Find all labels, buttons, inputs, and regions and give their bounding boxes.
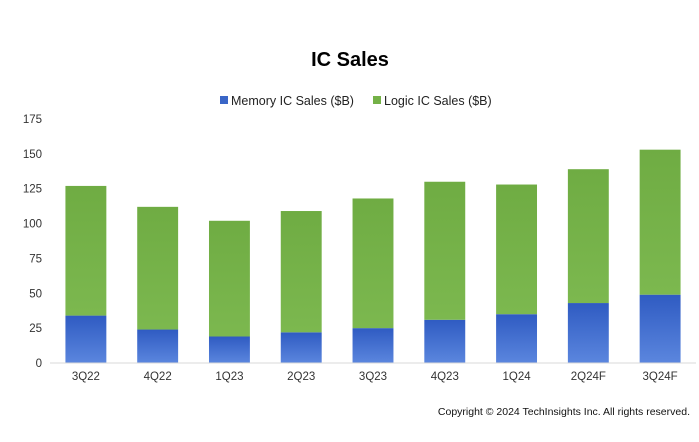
y-tick-label: 175 bbox=[23, 114, 42, 126]
bar-memory-3q23 bbox=[352, 328, 394, 363]
bar-logic-1q23 bbox=[208, 220, 250, 337]
bar-memory-1q23 bbox=[208, 336, 250, 363]
y-tick-label: 150 bbox=[23, 149, 42, 161]
x-axis: 3Q22 4Q22 1Q23 2Q23 3Q23 4Q23 1Q24 2Q24F 3Q24F bbox=[72, 371, 678, 383]
x-tick-label: 2Q24F bbox=[571, 371, 606, 383]
chart-title: IC Sales bbox=[311, 49, 389, 71]
bar-logic-4q23 bbox=[424, 181, 466, 320]
y-tick-label: 125 bbox=[23, 184, 42, 196]
bar-logic-1q24 bbox=[496, 184, 538, 315]
x-tick-label: 1Q24 bbox=[502, 371, 531, 383]
bar-memory-2q23 bbox=[280, 332, 322, 363]
y-tick-label: 50 bbox=[29, 288, 42, 300]
x-tick-label: 4Q23 bbox=[431, 371, 459, 383]
bar-logic-2q23 bbox=[280, 211, 322, 333]
bar-logic-2q24f bbox=[567, 169, 609, 304]
bar-memory-4q23 bbox=[424, 319, 466, 363]
legend-label-memory: Memory IC Sales ($B) bbox=[231, 94, 354, 108]
x-tick-label: 2Q23 bbox=[287, 371, 315, 383]
bar-memory-2q24f bbox=[567, 303, 609, 363]
legend: Memory IC Sales ($B) Logic IC Sales ($B) bbox=[220, 94, 492, 108]
bar-memory-3q24f bbox=[639, 294, 681, 363]
bar-logic-3q23 bbox=[352, 198, 394, 329]
x-tick-label: 1Q23 bbox=[215, 371, 243, 383]
x-tick-label: 3Q23 bbox=[359, 371, 387, 383]
bar-logic-3q22 bbox=[65, 185, 107, 316]
x-tick-label: 3Q24F bbox=[643, 371, 678, 383]
legend-swatch-memory bbox=[220, 96, 228, 104]
bar-memory-3q22 bbox=[65, 315, 107, 363]
copyright-text: Copyright © 2024 TechInsights Inc. All r… bbox=[438, 406, 690, 418]
bar-logic-3q24f bbox=[639, 149, 681, 295]
bar-logic-4q22 bbox=[137, 206, 179, 330]
x-tick-label: 3Q22 bbox=[72, 371, 100, 383]
y-tick-label: 100 bbox=[23, 219, 42, 231]
y-axis: 0 25 50 75 100 125 150 175 bbox=[23, 114, 42, 370]
legend-label-logic: Logic IC Sales ($B) bbox=[384, 94, 492, 108]
bar-memory-1q24 bbox=[496, 314, 538, 363]
x-tick-label: 4Q22 bbox=[144, 371, 172, 383]
y-tick-label: 0 bbox=[36, 358, 42, 370]
legend-swatch-logic bbox=[373, 96, 381, 104]
bars bbox=[65, 149, 681, 363]
y-tick-label: 25 bbox=[29, 323, 42, 335]
y-tick-label: 75 bbox=[29, 253, 42, 265]
bar-memory-4q22 bbox=[137, 329, 179, 363]
